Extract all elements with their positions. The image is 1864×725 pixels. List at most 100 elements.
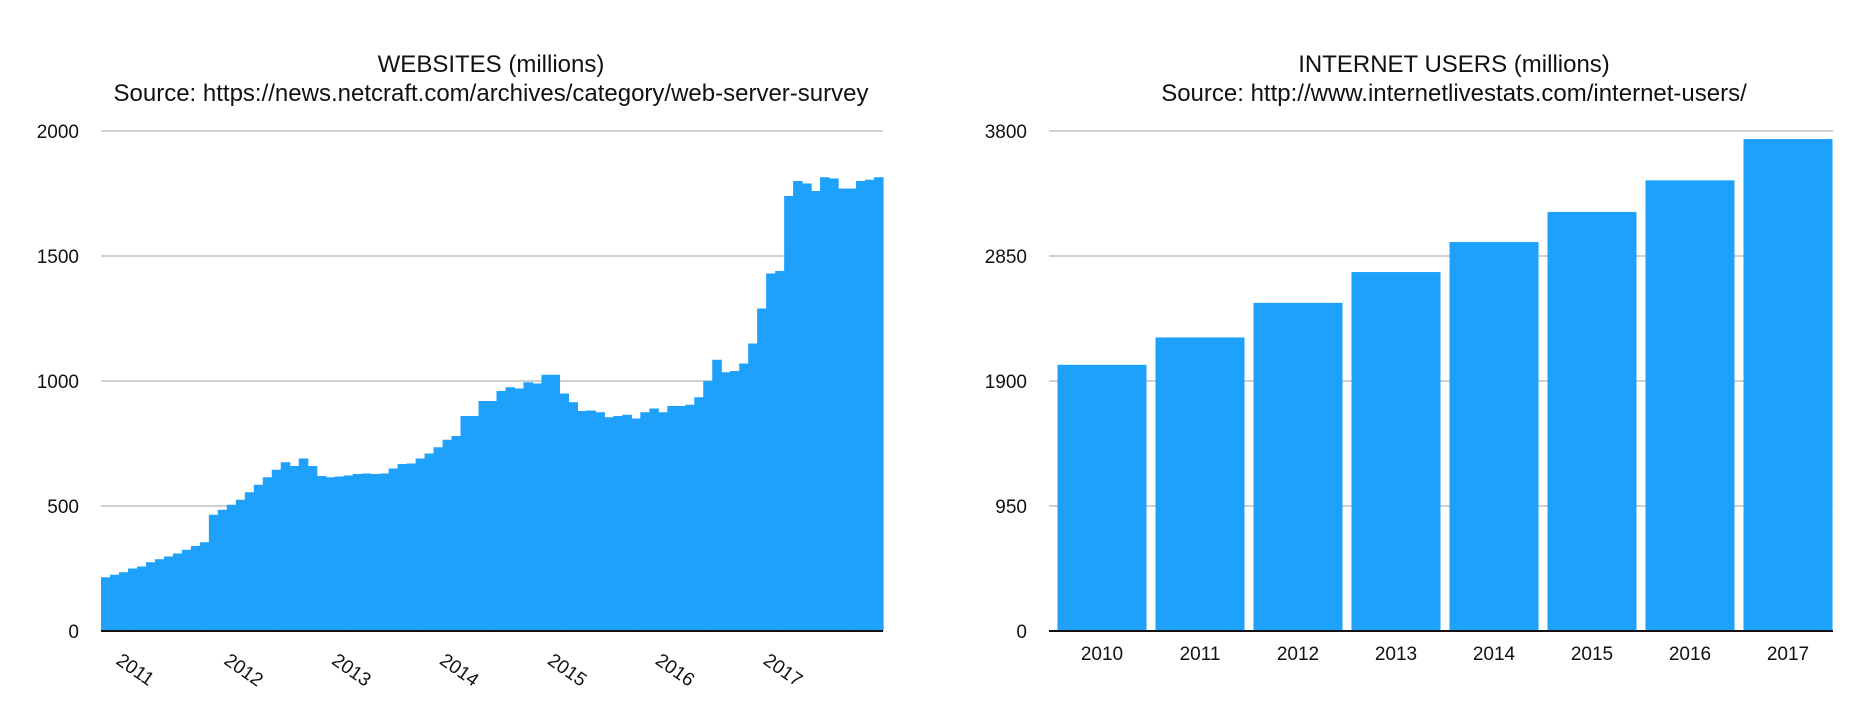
websites-x-tick-label: 2012 (220, 650, 267, 691)
websites-area-step (253, 484, 264, 631)
websites-area-step (676, 406, 686, 631)
websites-area-step (118, 572, 129, 631)
websites-area-step (514, 388, 525, 631)
websites-x-tick-label: 2013 (328, 650, 375, 691)
websites-chart-subtitle: Source: https://news.netcraft.com/archiv… (114, 80, 869, 107)
websites-area-step (550, 374, 561, 631)
websites-area-step (280, 462, 291, 631)
websites-area-step (595, 412, 605, 631)
websites-area-step (640, 412, 650, 631)
websites-area-step (622, 414, 632, 631)
websites-x-tick-label: 2011 (112, 650, 158, 691)
internet-users-bar (1743, 139, 1833, 631)
internet-users-y-tick-label: 3800 (985, 122, 1027, 143)
internet-users-x-tick-label: 2014 (1473, 644, 1516, 665)
websites-area-step (101, 577, 111, 631)
internet-users-x-tick-label: 2013 (1375, 644, 1417, 665)
websites-area-step (487, 401, 498, 631)
websites-area-step (289, 466, 300, 631)
websites-area-step (226, 504, 237, 631)
websites-area-step (703, 381, 713, 631)
websites-area-step (685, 404, 695, 631)
websites-area-step (415, 458, 426, 631)
websites-y-tick-label: 2000 (37, 122, 79, 143)
websites-area-step (793, 181, 803, 631)
websites-area-step (847, 188, 857, 631)
websites-area-step (352, 474, 363, 631)
websites-area-step (325, 477, 336, 631)
websites-area-step (406, 463, 417, 631)
internet-users-bar (1351, 272, 1441, 631)
websites-x-tick-label: 2015 (544, 650, 591, 691)
internet-users-x-tick-label: 2010 (1081, 644, 1123, 665)
websites-area-step (784, 196, 794, 631)
websites-area-step (442, 439, 453, 631)
internet-users-bar (1253, 302, 1343, 631)
websites-x-tick-label: 2017 (759, 650, 806, 691)
websites-area-step (739, 363, 749, 631)
websites-area-step (217, 509, 228, 631)
websites-area-step (388, 468, 399, 631)
websites-area-step (271, 469, 282, 631)
websites-area-step (307, 466, 318, 631)
websites-area-step (541, 374, 552, 631)
websites-area-step (451, 436, 462, 631)
websites-area-step (370, 474, 381, 631)
websites-area-step (586, 410, 596, 631)
websites-area-step (829, 178, 839, 631)
websites-area-step (631, 418, 641, 631)
websites-area-step (523, 382, 534, 631)
websites-area-step (775, 271, 785, 631)
websites-area-step (694, 397, 704, 631)
websites-area-step (766, 273, 776, 631)
websites-area-step (127, 568, 138, 631)
websites-area-step (874, 177, 884, 631)
websites-area-step (658, 412, 668, 631)
websites-area-step (460, 416, 471, 631)
websites-area-step (136, 566, 147, 631)
websites-y-tick-label: 500 (47, 497, 79, 518)
websites-area-step (397, 464, 408, 631)
websites-x-tick-label: 2014 (436, 650, 483, 692)
websites-area-step (613, 416, 623, 631)
internet-users-chart-subtitle: Source: http://www.internetlivestats.com… (1161, 80, 1747, 107)
websites-area-step (262, 477, 273, 631)
websites-area-step (298, 458, 309, 631)
websites-area-step (244, 492, 255, 631)
websites-area-step (712, 359, 722, 631)
websites-area-step (856, 181, 866, 631)
websites-area-step (748, 343, 758, 631)
websites-area-step (235, 499, 246, 631)
internet-users-x-tick-label: 2016 (1669, 644, 1711, 665)
websites-area-step (505, 387, 516, 631)
websites-chart: WEBSITES (millions) Source: https://news… (37, 51, 884, 692)
websites-chart-title: WEBSITES (millions) (378, 51, 605, 78)
websites-area-step (334, 476, 345, 631)
websites-area-step (163, 556, 174, 631)
websites-area-step (145, 562, 156, 631)
websites-area-step (190, 546, 201, 631)
websites-area-step (730, 371, 740, 631)
internet-users-y-axis-ticks: 0 950 1900 2850 3800 (985, 122, 1027, 643)
websites-area (101, 177, 884, 631)
websites-y-axis-ticks: 0 500 1000 1500 2000 (37, 122, 79, 643)
internet-users-bar (1057, 364, 1147, 631)
websites-area-step (172, 553, 183, 631)
internet-users-bar (1155, 337, 1245, 631)
websites-area-step (811, 191, 821, 631)
websites-area-step (577, 411, 587, 631)
websites-area-step (721, 372, 731, 631)
internet-users-chart: INTERNET USERS (millions) Source: http:/… (985, 51, 1833, 665)
internet-users-y-tick-label: 0 (1016, 622, 1027, 643)
websites-area-step (469, 416, 480, 631)
websites-y-tick-label: 0 (68, 622, 79, 643)
websites-area-step (865, 179, 875, 631)
websites-area-step (604, 417, 614, 631)
websites-area-step (532, 383, 543, 631)
websites-area-step (433, 447, 444, 631)
websites-x-axis-ticks: 2011 2012 2013 2014 2015 2016 2017 (112, 650, 806, 692)
websites-area-step (154, 559, 165, 631)
websites-area-step (361, 473, 372, 631)
